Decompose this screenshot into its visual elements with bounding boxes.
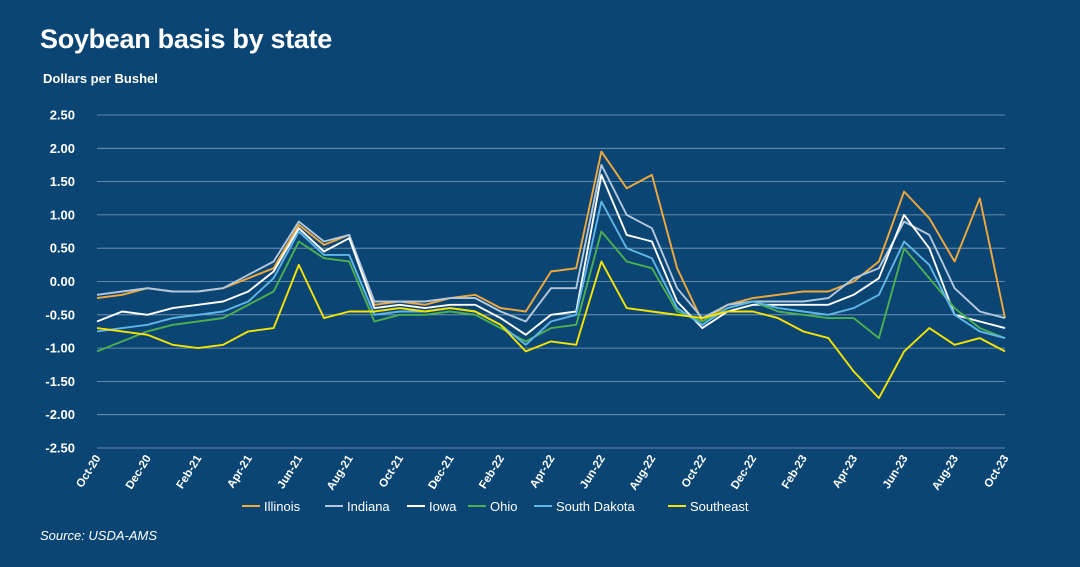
x-tick-label: Oct-20 (74, 453, 103, 490)
chart-title: Soybean basis by state (40, 24, 333, 54)
x-tick-label: Dec-20 (124, 453, 154, 491)
y-tick-label: -2.50 (45, 441, 75, 456)
series-line-south-dakota (96, 200, 1006, 346)
x-tick-label: Feb-23 (780, 453, 810, 491)
y-tick-label: 2.50 (50, 108, 75, 123)
series-line-iowa (96, 173, 1006, 336)
x-tick-label: Oct-23 (982, 453, 1011, 490)
x-tick-label: Dec-22 (729, 453, 759, 491)
y-tick-label: 2.00 (50, 141, 75, 156)
x-tick-label: Oct-22 (680, 453, 709, 490)
x-tick-label: Jun-23 (881, 453, 911, 491)
x-tick-label: Aug-23 (930, 453, 961, 492)
legend-label: South Dakota (556, 499, 636, 514)
x-tick-label: Jun-22 (578, 453, 608, 491)
x-tick-label: Oct-21 (377, 453, 406, 490)
y-tick-label: -0.50 (45, 307, 75, 322)
y-tick-label: 1.00 (50, 207, 75, 222)
series-line-southeast (96, 260, 1006, 400)
x-tick-label: Dec-21 (426, 453, 456, 492)
y-tick-label: 0.00 (50, 274, 75, 289)
legend-label: Indiana (347, 499, 390, 514)
y-tick-label: -1.00 (45, 341, 75, 356)
y-tick-label: 1.50 (50, 174, 75, 189)
y-tick-label: -1.50 (45, 374, 75, 389)
legend-label: Southeast (690, 499, 749, 514)
legend-label: Iowa (429, 499, 457, 514)
source-note: Source: USDA-AMS (40, 528, 158, 543)
series-line-indiana (96, 163, 1006, 323)
y-axis-unit-label: Dollars per Bushel (43, 71, 158, 86)
legend-label: Ohio (490, 499, 517, 514)
x-tick-label: Aug-22 (628, 453, 659, 492)
x-tick-label: Aug-21 (325, 453, 356, 493)
y-tick-label: 0.50 (50, 241, 75, 256)
x-tick-label: Feb-22 (477, 453, 507, 491)
series-line-illinois (96, 150, 1006, 323)
x-tick-label: Jun-21 (275, 453, 305, 491)
y-tick-label: -2.00 (45, 407, 75, 422)
x-tick-label: Apr-21 (225, 453, 255, 491)
x-tick-label: Feb-21 (175, 453, 205, 491)
legend-label: Illinois (264, 499, 301, 514)
x-tick-label: Apr-22 (528, 453, 557, 490)
series-line-ohio (96, 230, 1006, 353)
x-tick-label: Apr-23 (831, 453, 860, 490)
